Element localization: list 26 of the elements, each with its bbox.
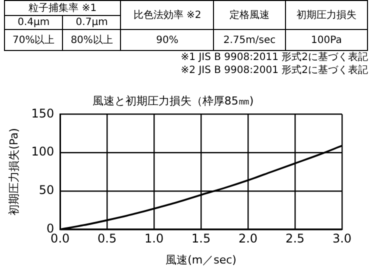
text: 80%以上 bbox=[62, 30, 121, 50]
x-tick-label: 0.0 bbox=[50, 232, 70, 246]
text: 定格風速 bbox=[214, 0, 286, 30]
x-tick-label: 2.5 bbox=[285, 232, 305, 246]
x-tick-label: 1.5 bbox=[192, 232, 211, 246]
y-axis-title: 初期圧力損失(Pa) bbox=[7, 128, 20, 216]
text: 0.7μm bbox=[62, 16, 121, 30]
text: 2.75m/sec bbox=[214, 30, 286, 50]
text: ※1 JIS B 9908:2011 形式2に基づく表記 bbox=[180, 51, 368, 64]
x-tick-label: 0.5 bbox=[98, 232, 117, 246]
x-axis-title: 風速(m／sec) bbox=[166, 253, 236, 266]
chart-title: 風速と初期圧力損失（枠厚85㎜) bbox=[92, 94, 254, 108]
text: 70%以上 bbox=[4, 30, 63, 50]
text: 初期圧力損失 bbox=[285, 0, 368, 30]
text: ※2 JIS B 9908:2001 形式2に基づく表記 bbox=[180, 64, 368, 77]
y-tick-label: 150 bbox=[31, 106, 54, 120]
x-tick-label: 1.0 bbox=[144, 232, 164, 246]
x-tick-label: 3.0 bbox=[332, 232, 352, 246]
x-tick-label: 2.0 bbox=[238, 232, 258, 246]
y-tick-label: 100 bbox=[31, 144, 54, 159]
text: 90% bbox=[120, 30, 214, 50]
text: 100Pa bbox=[285, 30, 368, 50]
text: 0.4μm bbox=[4, 16, 63, 30]
text: 比色法効率 ※2 bbox=[120, 0, 214, 30]
text: 粒子捕集率 ※1 bbox=[4, 0, 121, 16]
y-tick-label: 50 bbox=[38, 183, 54, 198]
